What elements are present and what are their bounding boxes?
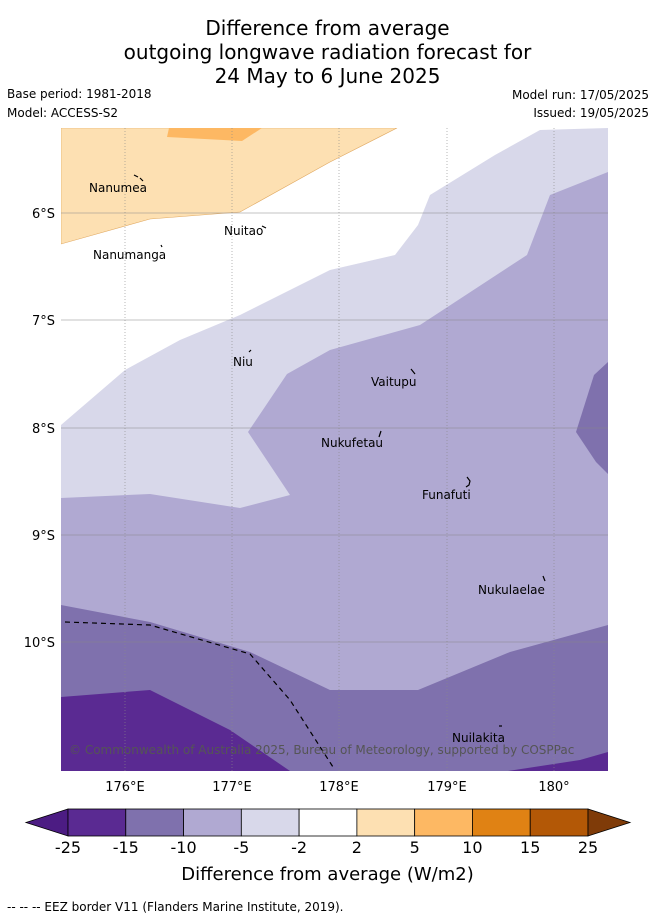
island-shapes xyxy=(133,174,546,727)
colorbar-segment xyxy=(472,808,531,837)
copyright-text: © Commonwealth of Australia 2025, Bureau… xyxy=(69,743,574,757)
lat-tick-7: 7°S xyxy=(32,314,55,329)
colorbar-tick-label: -2 xyxy=(291,838,307,857)
colorbar-segment xyxy=(298,808,358,837)
colorbar-extend-high xyxy=(587,808,632,837)
island-shape-nukufetau xyxy=(378,430,382,438)
colorbar-tick-label: -5 xyxy=(233,838,249,857)
colorbar-segment xyxy=(67,808,127,837)
colorbar-segment xyxy=(414,808,473,837)
island-shape-funafuti xyxy=(465,476,471,488)
map-title: Difference from average outgoing longwav… xyxy=(0,16,655,88)
colorbar-tick-label: 25 xyxy=(578,838,598,857)
colorbar-tick-label: 15 xyxy=(520,838,540,857)
lat-tick-labels: 6°S 7°S 8°S 9°S 10°S xyxy=(24,207,55,651)
graticule xyxy=(61,128,608,771)
island-label-niu: Niu xyxy=(233,355,253,369)
island-label-nukulaelae: Nukulaelae xyxy=(478,583,545,597)
lat-tick-6: 6°S xyxy=(32,207,55,222)
contour-band-minus10 xyxy=(61,172,608,771)
eez-footnote: -- -- -- EEZ border V11 (Flanders Marine… xyxy=(7,900,344,914)
lon-tick-179: 179°E xyxy=(427,780,467,795)
contour-patch-minus15-east xyxy=(576,362,608,474)
model-name: Model: ACCESS-S2 xyxy=(7,106,119,120)
colorbar-tick-label: -15 xyxy=(113,838,139,857)
eez-border xyxy=(64,621,334,768)
lon-tick-labels: 176°E 177°E 178°E 179°E 180° xyxy=(105,780,569,795)
lon-tick-176: 176°E xyxy=(105,780,145,795)
island-label-nanumanga: Nanumanga xyxy=(93,248,166,262)
island-label-funafuti: Funafuti xyxy=(422,488,471,502)
colorbar-segment xyxy=(240,808,300,837)
island-shape-nanumanga xyxy=(160,244,163,248)
island-shape-nuitao xyxy=(261,225,267,229)
colorbar-tick-label: 5 xyxy=(410,838,420,857)
colorbar-extend-low xyxy=(24,808,69,837)
colorbar-segment xyxy=(183,808,242,837)
contour-layer: Nanumea Nuitao Nanumanga Niu Vaitupu Nuk… xyxy=(61,128,608,771)
island-label-nukufetau: Nukufetau xyxy=(321,436,383,450)
title-line-3: 24 May to 6 June 2025 xyxy=(214,64,441,88)
colorbar-label: Difference from average (W/m2) xyxy=(181,864,474,885)
base-period: Base period: 1981-2018 xyxy=(7,87,152,101)
contour-patch-minus25-east xyxy=(508,752,608,771)
island-label-nuitao: Nuitao xyxy=(224,224,263,238)
island-shape-vaitupu xyxy=(410,368,416,375)
lat-tick-9: 9°S xyxy=(32,529,55,544)
contour-band-plus5 xyxy=(167,128,262,141)
colorbar-segment xyxy=(356,808,416,837)
model-run: Model run: 17/05/2025 xyxy=(511,88,649,102)
colorbar-tick-label: 10 xyxy=(462,838,482,857)
colorbar: -25 -15 -10 -5 -2 2 5 10 15 25 xyxy=(24,808,632,857)
island-label-nanumea: Nanumea xyxy=(89,181,147,195)
island-labels: Nanumea Nuitao Nanumanga Niu Vaitupu Nuk… xyxy=(89,181,545,745)
colorbar-segment xyxy=(125,808,184,837)
lon-tick-178: 178°E xyxy=(319,780,359,795)
island-shape-nanumea xyxy=(133,174,144,182)
contour-band-minus25 xyxy=(61,690,290,771)
colorbar-segment xyxy=(529,808,589,837)
island-label-vaitupu: Vaitupu xyxy=(371,375,417,389)
title-line-1: Difference from average xyxy=(205,16,450,40)
title-line-2: outgoing longwave radiation forecast for xyxy=(123,40,532,64)
colorbar-tick-label: 2 xyxy=(352,838,362,857)
island-shape-nukulaelae xyxy=(542,575,546,582)
lon-tick-177: 177°E xyxy=(212,780,252,795)
contour-band-plus2 xyxy=(61,128,398,245)
lon-tick-180: 180° xyxy=(538,780,569,795)
lat-tick-10: 10°S xyxy=(24,636,55,651)
island-shape-niu xyxy=(248,349,252,353)
colorbar-tick-label: -10 xyxy=(170,838,196,857)
issued-date: Issued: 19/05/2025 xyxy=(533,106,649,120)
lat-tick-8: 8°S xyxy=(32,422,55,437)
island-label-nuilakita: Nuilakita xyxy=(452,731,505,745)
colorbar-tick-label: -25 xyxy=(55,838,81,857)
